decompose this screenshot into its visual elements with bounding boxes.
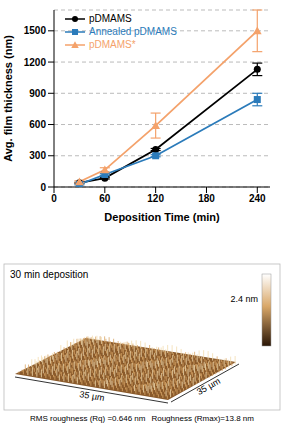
svg-text:180: 180 [198,193,215,204]
svg-text:600: 600 [29,119,46,130]
html-text:Roughness (Rmax)=13.8 nm: Roughness (Rmax)=13.8 nm [151,414,254,423]
svg-text:Avg. film thickness (nm): Avg. film thickness (nm) [2,35,14,162]
svg-text:1500: 1500 [24,25,47,36]
svg-text:2.4 nm: 2.4 nm [230,294,258,304]
html-text:Annealed pDMAMS: Annealed pDMAMS [89,26,177,37]
svg-text:900: 900 [29,88,46,99]
svg-text:240: 240 [249,193,266,204]
svg-text:60: 60 [99,193,111,204]
svg-text:120: 120 [147,193,164,204]
svg-text:0: 0 [40,182,46,193]
html-text:RMS roughness (Rq) =0.646 nm: RMS roughness (Rq) =0.646 nm [30,414,146,423]
svg-text:35 µm: 35 µm [79,389,106,403]
svg-text:35 µm: 35 µm [195,376,222,397]
svg-text:1200: 1200 [24,57,47,68]
svg-text:30 min deposition: 30 min deposition [10,269,88,280]
html-text:pDMAMS*: pDMAMS* [89,39,136,50]
html-text:pDMAMS: pDMAMS [89,13,132,24]
svg-text:0: 0 [51,193,57,204]
svg-text:300: 300 [29,150,46,161]
svg-text:Deposition Time (min): Deposition Time (min) [104,211,220,223]
